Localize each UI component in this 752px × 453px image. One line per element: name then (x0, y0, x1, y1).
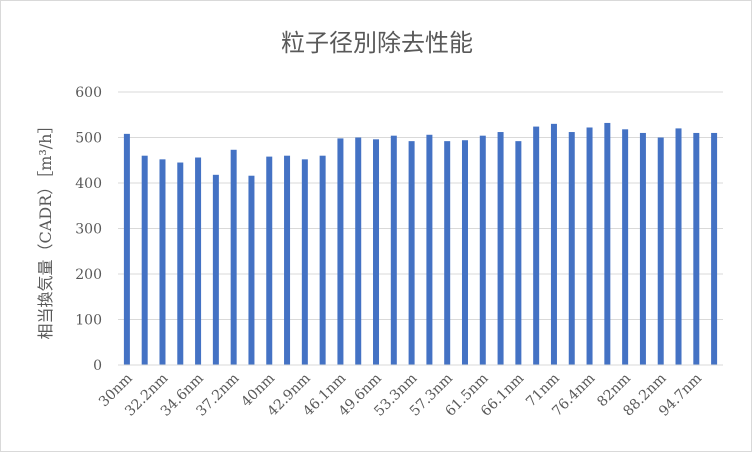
bar-46.1nm (337, 138, 344, 365)
bar-34.6nm (195, 157, 202, 365)
y-tick-label: 100 (75, 313, 102, 329)
bar-49.6nm (373, 139, 380, 365)
bar-32.2nm (159, 159, 166, 365)
bar-35.9nm (212, 174, 219, 365)
bar-42.9nm (301, 159, 308, 365)
bar-91.4nm (675, 128, 682, 365)
gridlines (118, 91, 723, 320)
bar-71nm (550, 123, 557, 365)
bar-85.1nm (639, 132, 646, 365)
bar-30nm (123, 133, 130, 365)
bar-33.4nm (177, 162, 184, 365)
y-axis-title: 相当換気量（CADR）［m³/h］ (36, 118, 55, 340)
bar-47.8nm (355, 137, 362, 365)
y-tick-label: 400 (75, 176, 102, 192)
bar-79.1nm (604, 122, 611, 365)
y-tick-label: 600 (75, 85, 102, 101)
y-axis-ticks: 0 100 200 300 400 500 600 (75, 85, 102, 374)
bar-68.5nm (533, 126, 540, 365)
bars (123, 122, 718, 366)
bar-53.3nm (408, 141, 415, 365)
bar-94.7nm (693, 132, 700, 365)
x-axis-ticks: 30nm32.2nm34.6nm37.2nm40nm42.9nm46.1nm49… (96, 371, 705, 420)
bar-59.4nm (461, 140, 468, 365)
bar-44.5nm (319, 155, 326, 365)
bar-55.2nm (426, 134, 433, 365)
bar-40nm (266, 156, 273, 365)
bar-82nm (622, 129, 629, 365)
bar-51.4nm (390, 135, 397, 365)
bar-66.1nm (515, 141, 522, 365)
bar-37.2nm (230, 149, 237, 365)
bar-57.3nm (444, 141, 451, 365)
bar-41.4nm (284, 155, 291, 365)
y-tick-label: 0 (93, 358, 102, 374)
bar-38.5nm (248, 175, 255, 365)
bar-61.5nm (479, 135, 486, 365)
bar-98.2nm (711, 132, 718, 365)
bar-63.8nm (497, 132, 504, 365)
chart-title: 粒子径別除去性能 (281, 29, 473, 57)
bar-88.2nm (657, 137, 664, 365)
bar-73.7nm (568, 132, 575, 365)
y-tick-label: 500 (75, 131, 102, 147)
bar-31.1nm (141, 155, 148, 365)
y-tick-label: 200 (75, 267, 102, 283)
y-tick-label: 300 (75, 222, 102, 238)
bar-76.4nm (586, 127, 593, 366)
